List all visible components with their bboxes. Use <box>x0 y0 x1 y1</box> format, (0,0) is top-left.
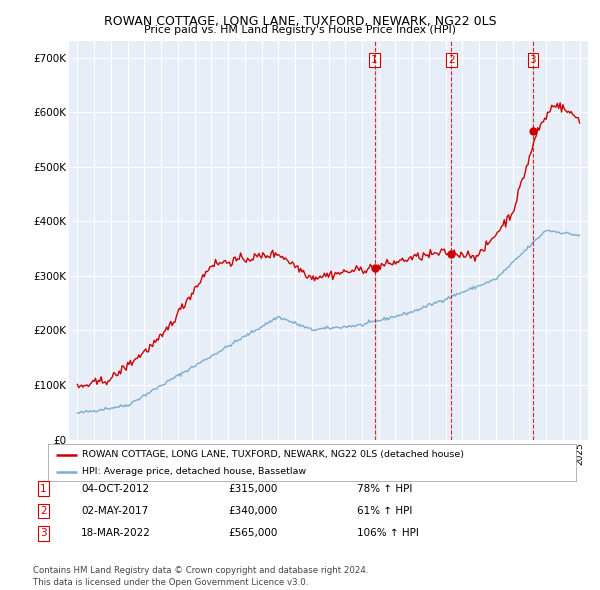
Text: £340,000: £340,000 <box>228 506 277 516</box>
Text: Contains HM Land Registry data © Crown copyright and database right 2024.
This d: Contains HM Land Registry data © Crown c… <box>33 566 368 587</box>
Text: 106% ↑ HPI: 106% ↑ HPI <box>357 529 419 538</box>
Text: ROWAN COTTAGE, LONG LANE, TUXFORD, NEWARK, NG22 0LS: ROWAN COTTAGE, LONG LANE, TUXFORD, NEWAR… <box>104 15 496 28</box>
Text: 2: 2 <box>40 506 47 516</box>
Text: 02-MAY-2017: 02-MAY-2017 <box>81 506 148 516</box>
Text: HPI: Average price, detached house, Bassetlaw: HPI: Average price, detached house, Bass… <box>82 467 307 476</box>
Text: 1: 1 <box>40 484 47 493</box>
Text: 04-OCT-2012: 04-OCT-2012 <box>81 484 149 493</box>
Text: 18-MAR-2022: 18-MAR-2022 <box>81 529 151 538</box>
Text: 1: 1 <box>371 55 378 65</box>
Text: £565,000: £565,000 <box>228 529 277 538</box>
Text: £315,000: £315,000 <box>228 484 277 493</box>
Text: 78% ↑ HPI: 78% ↑ HPI <box>357 484 412 493</box>
Text: Price paid vs. HM Land Registry's House Price Index (HPI): Price paid vs. HM Land Registry's House … <box>144 25 456 35</box>
Text: 61% ↑ HPI: 61% ↑ HPI <box>357 506 412 516</box>
Text: 2: 2 <box>448 55 455 65</box>
Text: ROWAN COTTAGE, LONG LANE, TUXFORD, NEWARK, NG22 0LS (detached house): ROWAN COTTAGE, LONG LANE, TUXFORD, NEWAR… <box>82 450 464 459</box>
Text: 3: 3 <box>40 529 47 538</box>
Text: 3: 3 <box>530 55 536 65</box>
